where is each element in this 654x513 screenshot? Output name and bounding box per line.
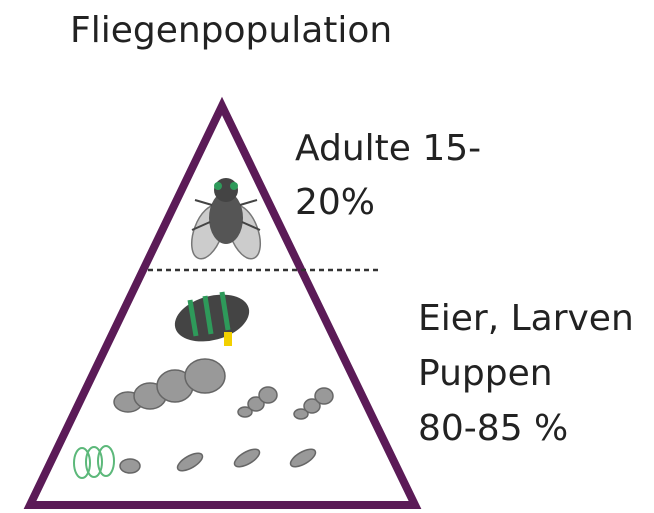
brood-label: Eier, Larven [418, 298, 634, 339]
adult-label: 20% [295, 182, 375, 223]
brood-label: Puppen [418, 353, 553, 394]
larvae-icons [114, 359, 333, 474]
title: Fliegenpopulation [70, 10, 392, 51]
adult-label: Adulte 15- [295, 128, 481, 169]
diagram: Fliegenpopulation [0, 0, 654, 513]
pupa-icon [170, 287, 255, 349]
brood-label: 80-85 % [418, 408, 568, 449]
eggs-icon [74, 446, 114, 478]
fly-icon [185, 178, 266, 263]
